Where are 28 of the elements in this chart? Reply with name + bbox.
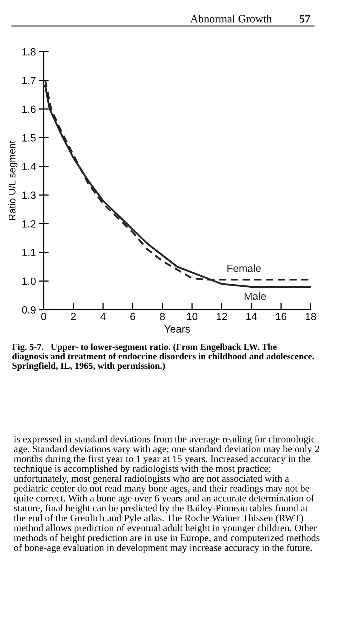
text: 57 — [300, 15, 310, 23]
y-tick-label: 1.1 — [22, 249, 36, 256]
caption: Fig. 5-7. Upper- to lower-segment ratio. (From Engelback LW. The diagnosis and treatment of endocrine disorders in childhood and adolescence. Springfield, IL, 1965, with permission.) — [12, 344, 314, 372]
x-axis-title: Years — [164, 326, 190, 333]
x-tick-label: 0 — [41, 313, 46, 320]
x-tick-label: 14 — [246, 313, 258, 320]
x-tick-label: 4 — [100, 313, 106, 320]
y-tick-label: 1.5 — [22, 134, 36, 142]
x-tick-label: 6 — [130, 313, 136, 320]
y-tick-label: 0.9 — [22, 306, 36, 314]
series-label: Female — [228, 264, 262, 272]
y-tick-label: 1.8 — [22, 48, 36, 56]
x-tick-label: 12 — [216, 313, 228, 320]
y-tick-label: 1.0 — [22, 278, 36, 286]
x-tick-label: 16 — [276, 313, 287, 320]
x-tick-label: 2 — [71, 313, 76, 320]
y-tick-label: 1.4 — [22, 163, 36, 170]
y-tick-label: 1.2 — [22, 220, 36, 228]
y-tick-label: 1.7 — [22, 77, 36, 84]
y-tick-label: 1.6 — [22, 106, 36, 114]
text: is expressed in standard deviations from the average reading for chronologic age. Standard deviations vary with age; one standard deviation may be only 2 months during the first year to 1 year at 15 years. Increased accuracy in the technique is accomplished by radiologists with the most practice; unfortunately, most general radiologists who are not associated with a pediatric center do not read many bone ages, and their readings may not be quite correct. With a bone age over 6 years and an accurate determination of stature, final height can be predicted by the Bailey-Pinneau tables found at the end of the Greulich and Pyle atlas. The Roche Wainer Thissen (RWT) method allows prediction of eventual adult height in younger children. Other methods of height prediction are in use in Europe, and computerized methods of bone-age evaluation in development may increase accuracy in the future. — [14, 436, 320, 554]
x-tick-label: 8 — [160, 313, 166, 320]
y-tick-label: 1.3 — [22, 192, 36, 200]
x-tick-label: 18 — [306, 313, 316, 320]
y-axis-title: Ratio U/L segment — [8, 140, 18, 220]
x-tick-label: 10 — [187, 313, 198, 320]
text: Abnormal Growth — [190, 14, 272, 23]
series-label: Male — [244, 292, 266, 300]
